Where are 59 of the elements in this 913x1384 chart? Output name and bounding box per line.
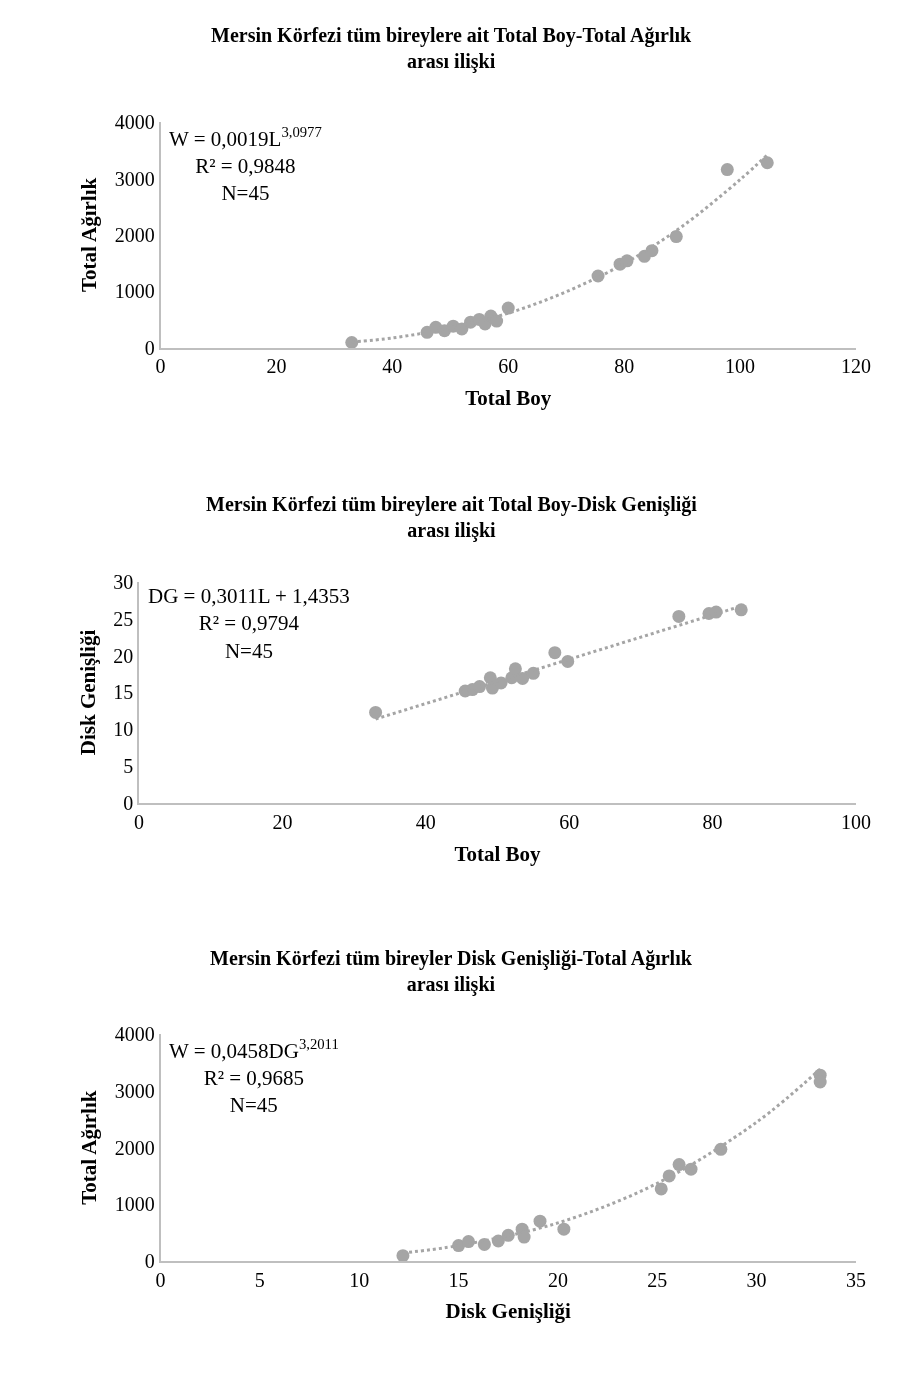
y-tick-label: 4000 — [114, 111, 155, 134]
x-tick-label: 15 — [448, 1268, 469, 1291]
x-tick-label: 60 — [559, 810, 580, 833]
y-tick-label: 0 — [144, 336, 155, 359]
y-tick-label: 4000 — [114, 1023, 155, 1046]
x-axis-title: Disk Genişliği — [445, 1299, 572, 1324]
point — [734, 603, 748, 617]
y-axis-title: Disk Genişliği — [75, 629, 100, 756]
x-tick-label: 20 — [547, 1268, 568, 1291]
annotation: DG = 0,3011L + 1,4353 R² = 0,9794 N=45 — [148, 584, 350, 663]
point — [760, 156, 774, 170]
point — [669, 230, 683, 244]
y-tick-label: 5 — [123, 755, 134, 778]
point — [548, 646, 562, 660]
point — [672, 1158, 686, 1172]
x-tick-label: 60 — [498, 355, 519, 378]
x-tick-label: 5 — [254, 1268, 265, 1291]
y-tick-label: 2000 — [114, 223, 155, 246]
x-tick-label: 25 — [647, 1268, 668, 1291]
point — [369, 705, 383, 719]
annotation: W = 0,0019L$^{3,0977}$ R² = 0,9848 N=45 — [169, 124, 322, 206]
x-tick-label: 40 — [415, 810, 436, 833]
y-tick-label: 1000 — [114, 280, 155, 303]
point — [720, 163, 734, 177]
y-tick-label: 25 — [113, 607, 134, 630]
x-tick-label: 100 — [725, 355, 756, 378]
y-tick-label: 15 — [113, 681, 134, 704]
y-tick-label: 2000 — [114, 1136, 155, 1159]
x-tick-label: 10 — [349, 1268, 370, 1291]
y-tick-label: 1000 — [114, 1193, 155, 1216]
x-tick-label: 35 — [845, 1268, 866, 1291]
x-axis-title: Total Boy — [465, 386, 552, 411]
chart-title: Mersin Körfezi tüm bireyler Disk Genişliği-Total Ağırlık arası ilişki — [210, 947, 693, 996]
chart-title: Mersin Körfezi tüm bireylere ait Total Boy-Total Ağırlık arası ilişki — [211, 24, 693, 73]
point — [654, 1182, 668, 1196]
x-tick-label: 20 — [272, 810, 293, 833]
x-tick-label: 40 — [382, 355, 403, 378]
y-tick-label: 3000 — [114, 1080, 155, 1103]
y-tick-label: 0 — [144, 1249, 155, 1272]
x-tick-label: 80 — [614, 355, 635, 378]
y-tick-label: 10 — [113, 718, 134, 741]
x-axis-title: Total Boy — [454, 841, 542, 866]
y-tick-label: 3000 — [114, 167, 155, 190]
x-tick-label: 100 — [840, 810, 871, 833]
y-tick-label: 30 — [113, 570, 134, 593]
x-tick-label: 30 — [746, 1268, 767, 1291]
x-tick-label: 80 — [702, 810, 723, 833]
y-axis-title: Total Ağırlık — [77, 177, 102, 292]
x-tick-label: 20 — [266, 355, 287, 378]
point — [557, 1222, 571, 1236]
x-tick-label: 120 — [840, 355, 871, 378]
y-tick-label: 0 — [123, 792, 134, 815]
y-tick-label: 20 — [113, 644, 134, 667]
chart-title: Mersin Körfezi tüm bireylere ait Total Boy-Disk Genişliği arası ilişki — [206, 493, 698, 542]
point — [672, 609, 686, 623]
annotation: W = 0,0458DG$^{3,2011}$ R² = 0,9685 N=45 — [169, 1036, 339, 1118]
y-axis-title: Total Ağırlık — [77, 1090, 102, 1205]
point — [533, 1214, 547, 1228]
point — [508, 662, 522, 676]
